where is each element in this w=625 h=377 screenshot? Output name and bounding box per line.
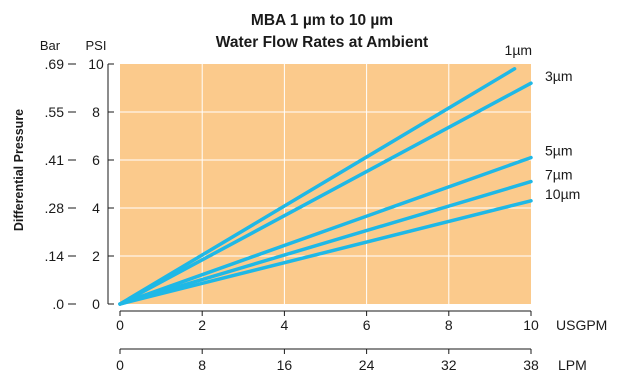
x-secondary-tick-label: 8 bbox=[198, 357, 206, 373]
series-label: 7µm bbox=[545, 167, 573, 183]
series-label: 10µm bbox=[545, 186, 580, 202]
y-secondary-unit-label: Bar bbox=[40, 38, 61, 53]
series-line bbox=[118, 199, 533, 306]
y-primary-tick-label: 8 bbox=[92, 104, 100, 120]
x-primary-tick-label: 4 bbox=[281, 317, 289, 333]
y-secondary-tick-label: .28 bbox=[45, 200, 65, 216]
y-primary-tick-label: 6 bbox=[92, 152, 100, 168]
chart-title-line-2: Water Flow Rates at Ambient bbox=[216, 34, 428, 51]
y-primary-tick-label: 4 bbox=[92, 200, 100, 216]
x-primary-unit-label: USGPM bbox=[556, 317, 607, 333]
y-primary-tick-label: 0 bbox=[92, 296, 100, 312]
x-secondary-tick-label: 32 bbox=[441, 357, 457, 373]
series-lines bbox=[118, 67, 533, 306]
y-primary-tick-label: 2 bbox=[92, 248, 100, 264]
x-primary-tick-label: 10 bbox=[523, 317, 539, 333]
y-secondary-tick-label: .14 bbox=[45, 248, 65, 264]
series-line bbox=[118, 155, 533, 306]
series-label: 5µm bbox=[545, 143, 573, 159]
y-primary-unit-label: PSI bbox=[86, 38, 107, 53]
series-line bbox=[118, 67, 517, 306]
series-line bbox=[118, 179, 533, 306]
x-secondary-unit-label: LPM bbox=[558, 357, 587, 373]
y-primary-tick-label: 10 bbox=[88, 56, 104, 72]
series-labels: 1µm 3µm 5µm 7µm 10µm bbox=[505, 42, 581, 202]
x-secondary-tick-label: 16 bbox=[277, 357, 293, 373]
series-line bbox=[118, 81, 533, 306]
x-secondary-tick-label: 38 bbox=[523, 357, 539, 373]
y-secondary-tick-label: .69 bbox=[45, 56, 65, 72]
x-primary-tick-label: 0 bbox=[116, 317, 124, 333]
x-secondary-tick-label: 0 bbox=[116, 357, 124, 373]
y-secondary-tick-label: .41 bbox=[45, 152, 65, 168]
series-label: 1µm bbox=[505, 42, 533, 58]
x-primary-tick-label: 2 bbox=[198, 317, 206, 333]
y-secondary-tick-label: .0 bbox=[52, 296, 64, 312]
x-primary-tick-label: 6 bbox=[363, 317, 371, 333]
grid bbox=[120, 64, 531, 304]
x-primary-tick-label: 8 bbox=[445, 317, 453, 333]
chart-title-line-1: MBA 1 µm to 10 µm bbox=[251, 12, 393, 29]
x-secondary-tick-label: 24 bbox=[359, 357, 375, 373]
y-axis-title: Differential Pressure bbox=[12, 109, 26, 231]
series-label: 3µm bbox=[545, 68, 573, 84]
y-secondary-tick-label: .55 bbox=[45, 104, 65, 120]
